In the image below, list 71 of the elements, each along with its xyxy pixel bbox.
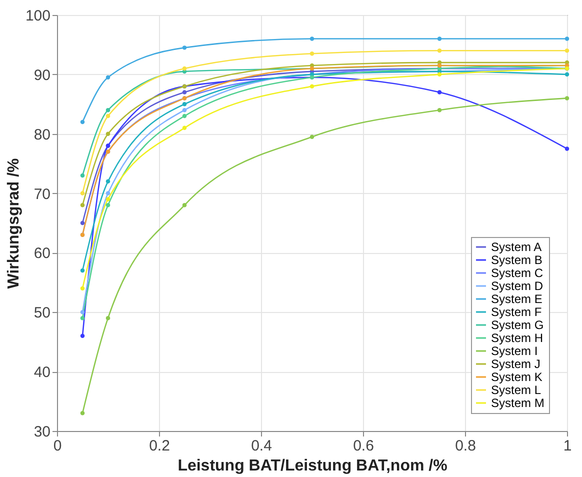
point: [106, 316, 110, 320]
y-tick-label: 30: [34, 424, 50, 440]
legend-label: System A: [491, 240, 542, 254]
point: [182, 102, 187, 106]
x-tick-label: 0.8: [455, 438, 476, 454]
legend-label: System L: [491, 383, 542, 397]
legend-label: System I: [491, 344, 538, 358]
point: [80, 286, 85, 290]
point: [106, 75, 110, 80]
x-tick-label: 0.2: [149, 438, 170, 454]
point: [106, 203, 110, 208]
legend-label: System E: [491, 292, 542, 306]
point: [564, 72, 570, 77]
y-tick-label: 70: [34, 186, 50, 203]
point: [80, 316, 85, 320]
point: [80, 411, 85, 416]
legend-label: System F: [491, 305, 542, 319]
point: [310, 36, 314, 41]
x-tick-label: 0: [53, 438, 62, 454]
y-tick-label: 80: [34, 126, 50, 144]
point: [310, 84, 314, 88]
legend-label: System J: [491, 357, 540, 371]
point: [182, 66, 187, 71]
legend-label: System G: [491, 318, 544, 332]
legend-label: System M: [491, 396, 544, 410]
point: [310, 134, 314, 139]
point: [437, 72, 442, 77]
point: [182, 46, 187, 50]
legend-label: System K: [491, 370, 542, 384]
point: [106, 108, 110, 112]
point: [106, 179, 110, 184]
y-tick-label: 50: [34, 304, 50, 322]
point: [80, 334, 85, 338]
x-tick-label: 1: [563, 438, 572, 454]
legend-label: System H: [491, 331, 544, 345]
point: [80, 310, 85, 314]
point: [106, 114, 110, 118]
point: [564, 48, 570, 53]
point: [437, 48, 442, 53]
point: [437, 90, 442, 94]
point: [182, 90, 187, 94]
y-tick-label: 60: [34, 245, 50, 262]
point: [564, 36, 570, 41]
point: [106, 132, 110, 136]
point: [437, 36, 442, 41]
point: [182, 108, 187, 112]
legend-label: System D: [491, 279, 544, 293]
point: [564, 146, 570, 151]
point: [106, 197, 110, 202]
point: [80, 268, 85, 273]
point: [80, 220, 85, 226]
legend-label: System C: [491, 266, 544, 280]
point: [182, 126, 187, 130]
point: [106, 191, 110, 196]
point: [80, 120, 85, 124]
point: [182, 203, 187, 208]
point: [80, 191, 85, 196]
y-tick-label: 90: [34, 66, 50, 84]
point: [80, 173, 85, 178]
x-tick-label: 0.4: [251, 438, 272, 454]
y-tick-label: 100: [25, 8, 50, 24]
x-axis-title: Leistung BAT/Leistung BAT,nom /%: [178, 458, 448, 474]
legend-label: System B: [491, 253, 542, 267]
point: [80, 203, 85, 208]
x-tick-label: 0.6: [353, 438, 374, 454]
point: [182, 114, 187, 118]
point: [564, 96, 570, 100]
y-tick-label: 40: [34, 364, 50, 382]
point: [310, 52, 314, 56]
y-axis-title: Wirkungsgrad /%: [5, 158, 22, 289]
point: [437, 108, 442, 112]
